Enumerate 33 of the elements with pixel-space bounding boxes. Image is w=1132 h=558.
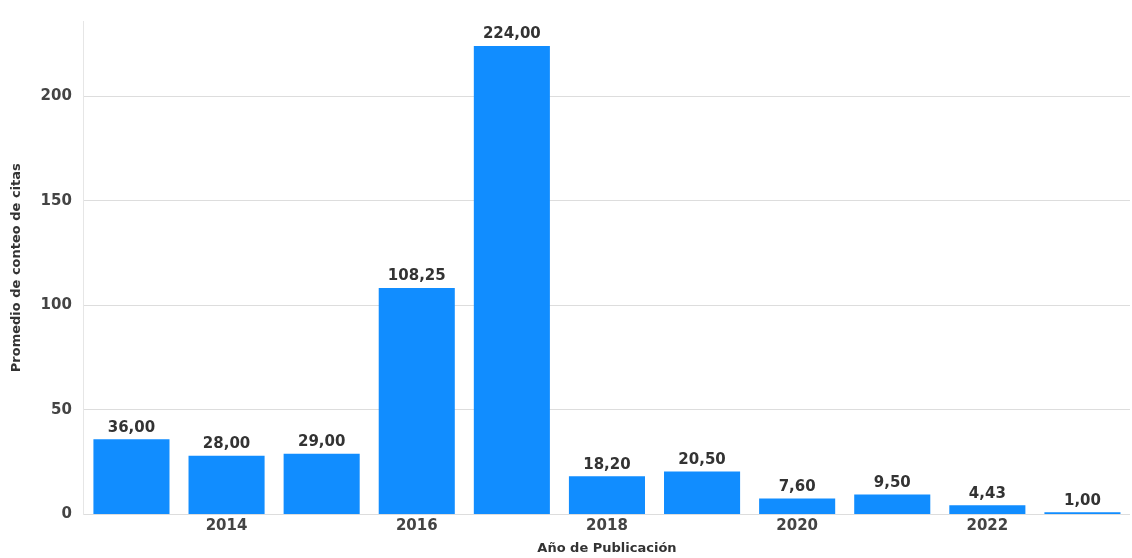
bar bbox=[949, 505, 1026, 514]
data-label: 36,00 bbox=[107, 417, 156, 436]
bar bbox=[378, 288, 455, 514]
data-label: 4,43 bbox=[968, 483, 1006, 502]
y-axis-title: Promedio de conteo de citas bbox=[8, 162, 24, 373]
data-label: 29,00 bbox=[297, 432, 346, 451]
bar bbox=[283, 453, 360, 514]
bar bbox=[759, 498, 836, 514]
data-label: 18,20 bbox=[583, 454, 631, 473]
y-tick-label: 200 bbox=[40, 86, 72, 105]
bar bbox=[188, 455, 265, 514]
bar bbox=[664, 471, 741, 514]
x-axis-title: Año de Publicación bbox=[537, 539, 677, 555]
data-label: 1,00 bbox=[1063, 490, 1101, 509]
x-tick-label: 2018 bbox=[586, 516, 628, 535]
y-tick-label: 100 bbox=[40, 295, 72, 314]
y-tick-label: 150 bbox=[40, 190, 72, 209]
bar bbox=[568, 476, 645, 514]
x-tick-label: 2016 bbox=[395, 516, 438, 535]
y-tick-label: 50 bbox=[51, 399, 72, 418]
x-tick-label: 2014 bbox=[205, 516, 248, 535]
bar bbox=[854, 494, 931, 514]
y-tick-label: 0 bbox=[61, 504, 72, 523]
bar bbox=[93, 439, 170, 514]
data-label: 224,00 bbox=[482, 24, 541, 43]
data-label: 20,50 bbox=[678, 449, 726, 468]
x-tick-label: 2020 bbox=[776, 516, 819, 535]
data-label: 108,25 bbox=[387, 266, 446, 285]
x-tick-label: 2022 bbox=[966, 516, 1009, 535]
data-label: 28,00 bbox=[202, 434, 251, 453]
bar bbox=[473, 46, 550, 514]
data-label: 7,60 bbox=[778, 476, 816, 495]
data-label: 9,50 bbox=[873, 472, 911, 491]
